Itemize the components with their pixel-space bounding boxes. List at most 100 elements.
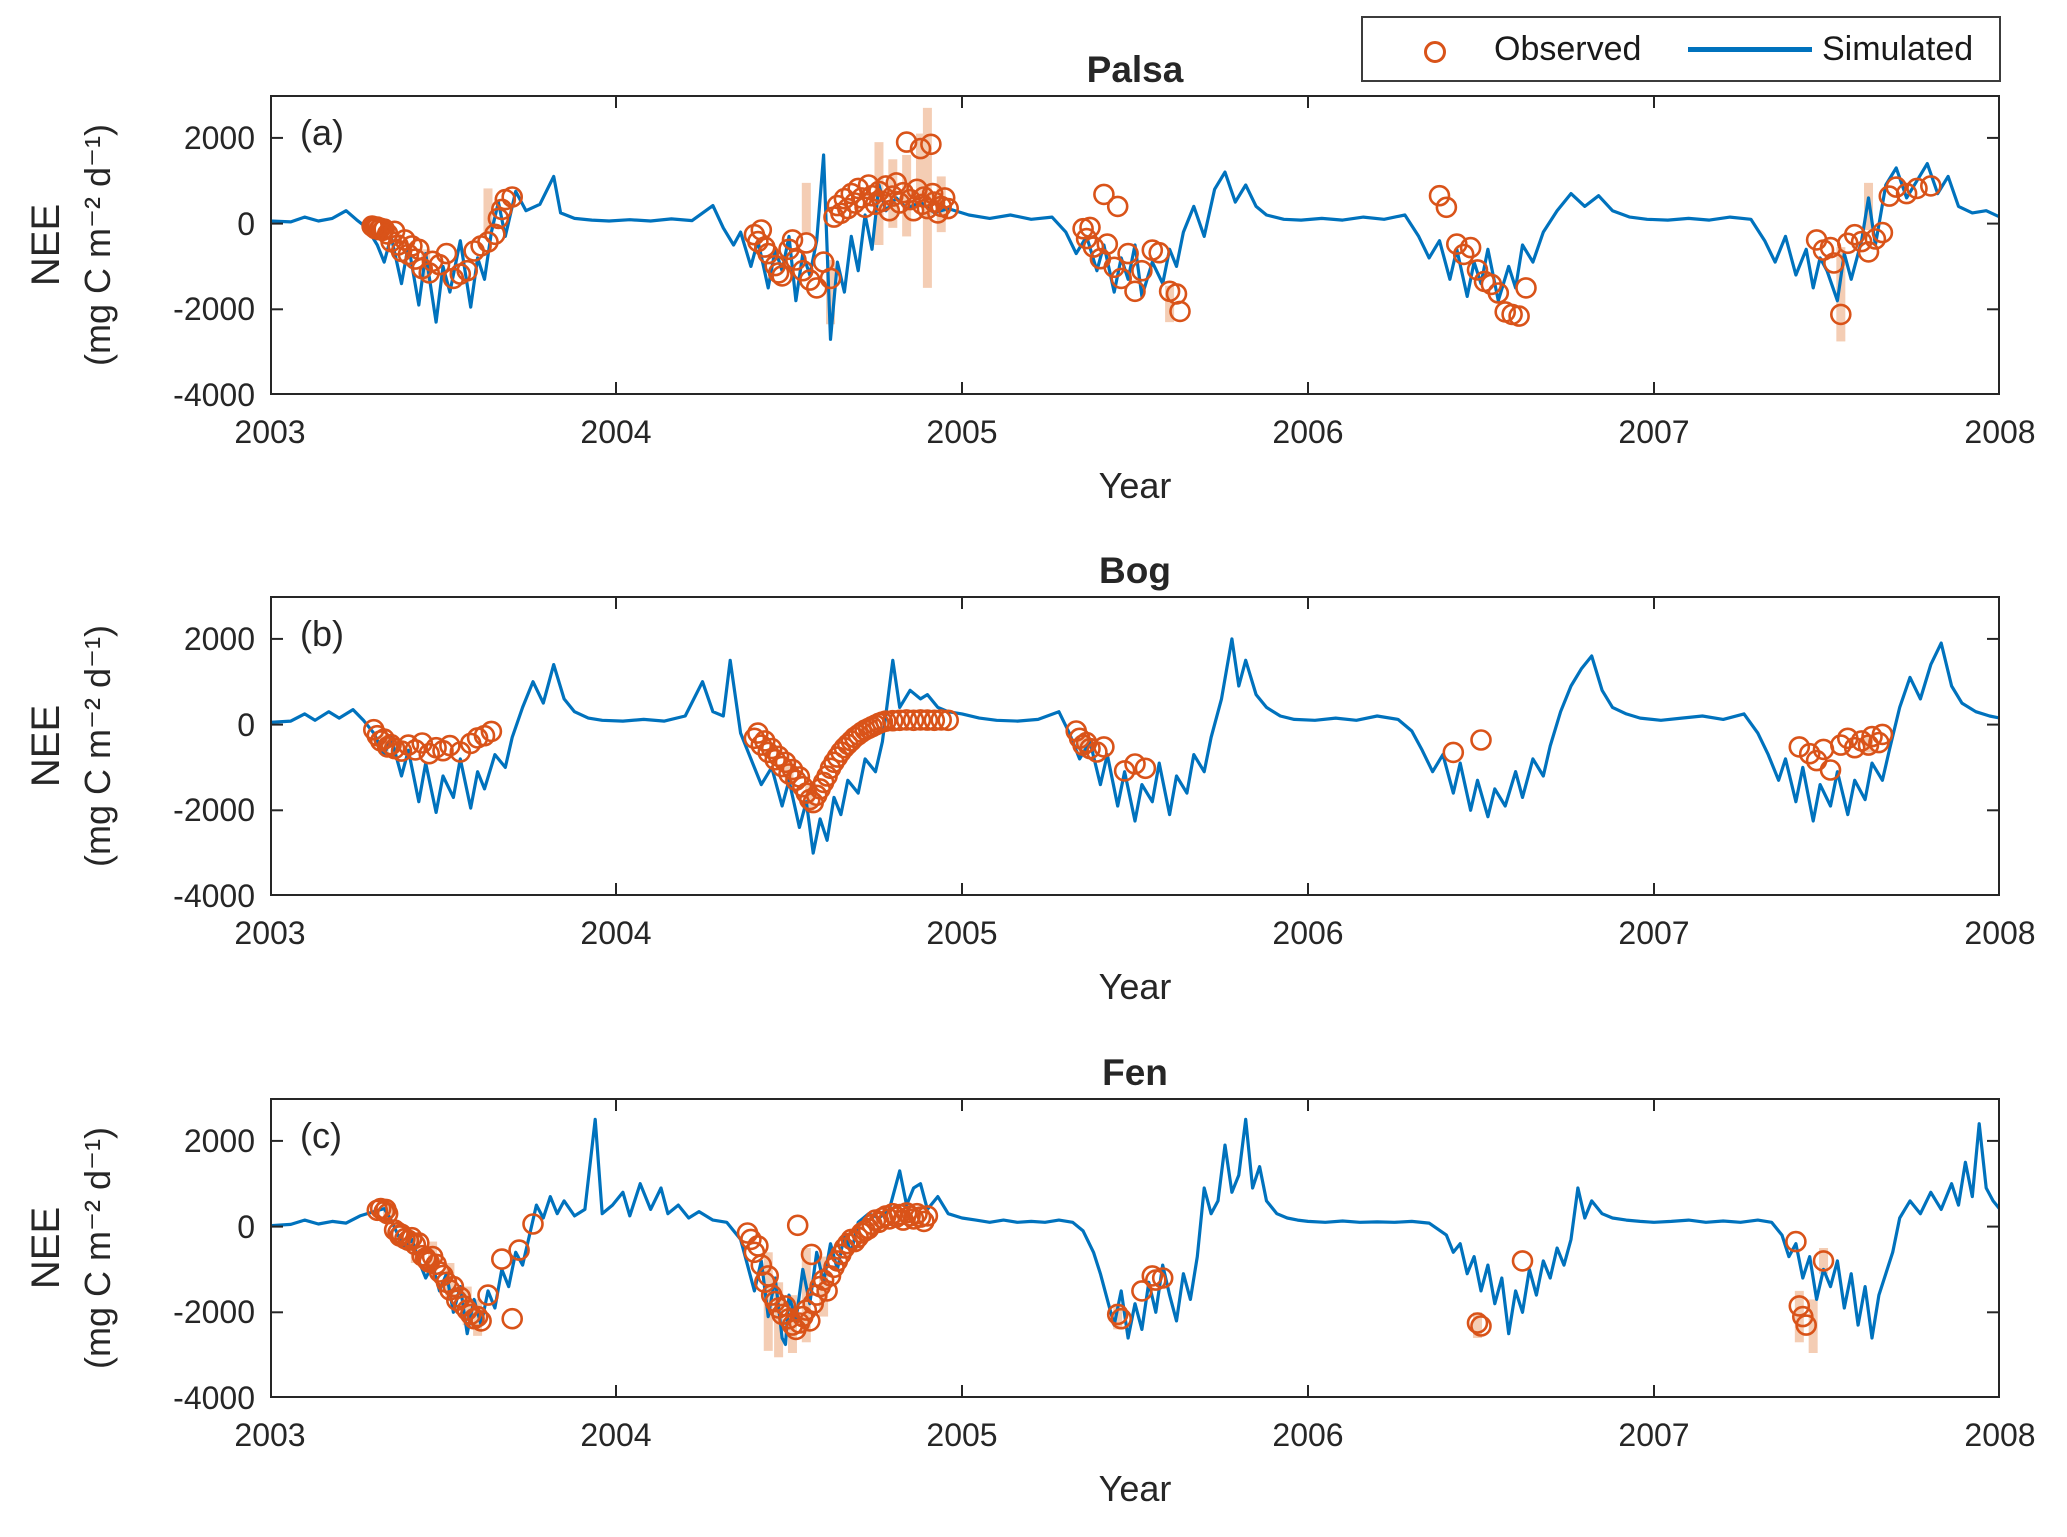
observed-point [1082, 236, 1105, 258]
observed-point [1515, 277, 1537, 299]
observed-point [785, 249, 807, 271]
x-tick-label: 2008 [1964, 1417, 2036, 1453]
x-axis-label-b: Year [1098, 966, 1172, 1007]
observed-point [888, 709, 911, 732]
observed-point [774, 1295, 797, 1317]
x-tick-label: 2006 [1272, 1417, 1344, 1453]
observed-point [1466, 1312, 1489, 1334]
x-axis-label-a: Year [1098, 465, 1172, 506]
observed-point [477, 1284, 499, 1306]
error-bar [787, 1295, 797, 1353]
x-tick-label: 2003 [234, 915, 306, 951]
y-axis-label-c: NEE (mg C m⁻² d⁻¹) [20, 948, 124, 1537]
observed-point [1131, 1280, 1153, 1302]
legend-observed-label: Observed [1494, 30, 1642, 68]
observed-point [1466, 259, 1489, 281]
observed-point [466, 1305, 489, 1328]
observed-point [1442, 741, 1465, 764]
observed-point [902, 709, 925, 732]
observed-point [913, 1210, 935, 1233]
observed-point [785, 769, 807, 792]
y-tick-label: 2000 [183, 1122, 255, 1159]
observed-point [508, 1239, 530, 1261]
observed-point [411, 732, 433, 754]
observed-point [1459, 236, 1482, 259]
observed-point [909, 709, 932, 731]
x-tick-label: 2004 [580, 1417, 652, 1453]
observed-point [373, 218, 395, 240]
observed-point [456, 259, 478, 282]
observed-point [933, 187, 956, 209]
observed-point [868, 180, 890, 203]
observed-point [895, 131, 918, 153]
observed-point [786, 1214, 809, 1237]
observed-point [1093, 183, 1115, 206]
observed-point [816, 1280, 838, 1302]
observed-point [781, 758, 804, 781]
observed-point [1819, 759, 1842, 781]
observed-point [480, 720, 503, 743]
observed-point [491, 1248, 513, 1270]
observed-point [1093, 736, 1115, 758]
observed-point [1895, 182, 1918, 205]
observed-point [1798, 742, 1821, 765]
observed-point [778, 763, 800, 785]
observed-point [937, 709, 960, 732]
x-tick-label: 2003 [234, 414, 306, 450]
observed-point [895, 709, 918, 731]
x-tick-label: 2007 [1618, 414, 1690, 450]
observed-point [439, 734, 461, 757]
observed-point [909, 137, 932, 160]
observed-point [484, 223, 506, 246]
observed-point [1470, 1315, 1492, 1337]
error-bar [826, 260, 836, 325]
y-axis-label-c-line1: NEE [24, 1206, 68, 1290]
observed-point [795, 232, 818, 254]
observed-point [1795, 1314, 1817, 1336]
panel-a-title: Palsa [1086, 49, 1184, 90]
observed-point [1508, 305, 1530, 327]
observed-point [753, 730, 776, 752]
observed-point [1861, 725, 1883, 748]
observed-point [1134, 757, 1157, 780]
observed-point [1885, 176, 1907, 198]
panel-c-title: Fen [1102, 1052, 1168, 1093]
panel-a-label: (a) [300, 112, 344, 153]
x-tick-label: 2008 [1964, 414, 2036, 450]
observed-point [833, 187, 856, 210]
observed-point [906, 1202, 928, 1225]
x-tick-label: 2004 [580, 414, 652, 450]
legend-simulated-label: Simulated [1822, 30, 1974, 68]
observed-point [1830, 734, 1852, 756]
observed-point [477, 231, 499, 253]
y-tick-label: 0 [237, 706, 255, 743]
observed-point [1124, 280, 1146, 303]
panel-b-title: Bog [1099, 550, 1171, 591]
observed-point [819, 267, 842, 290]
observed-point [916, 1205, 939, 1227]
observed-point [404, 739, 427, 761]
observed-point [1864, 228, 1887, 250]
panel-b-plot [270, 596, 2000, 896]
error-bar [805, 782, 815, 813]
observed-point [800, 1243, 823, 1266]
simulated-line-icon [1688, 47, 1812, 52]
x-tick-label: 2005 [926, 1417, 998, 1453]
observed-point [1906, 177, 1928, 200]
observed-point [1096, 233, 1119, 255]
observed-point [774, 751, 797, 774]
error-bar [1165, 285, 1175, 323]
observed-point [760, 737, 783, 760]
simulated-series-line [270, 637, 2000, 855]
observed-point [767, 745, 790, 768]
observed-point [764, 748, 787, 771]
observed-point [881, 709, 904, 732]
observed-point [1124, 753, 1146, 775]
observed-point [1823, 252, 1845, 274]
observed-point [380, 733, 402, 756]
observed-point [795, 1299, 818, 1321]
observed-point [1812, 1250, 1835, 1272]
observed-point [390, 1223, 413, 1246]
x-axis-label-c: Year [1098, 1468, 1172, 1509]
x-tick-label: 2005 [926, 915, 998, 951]
